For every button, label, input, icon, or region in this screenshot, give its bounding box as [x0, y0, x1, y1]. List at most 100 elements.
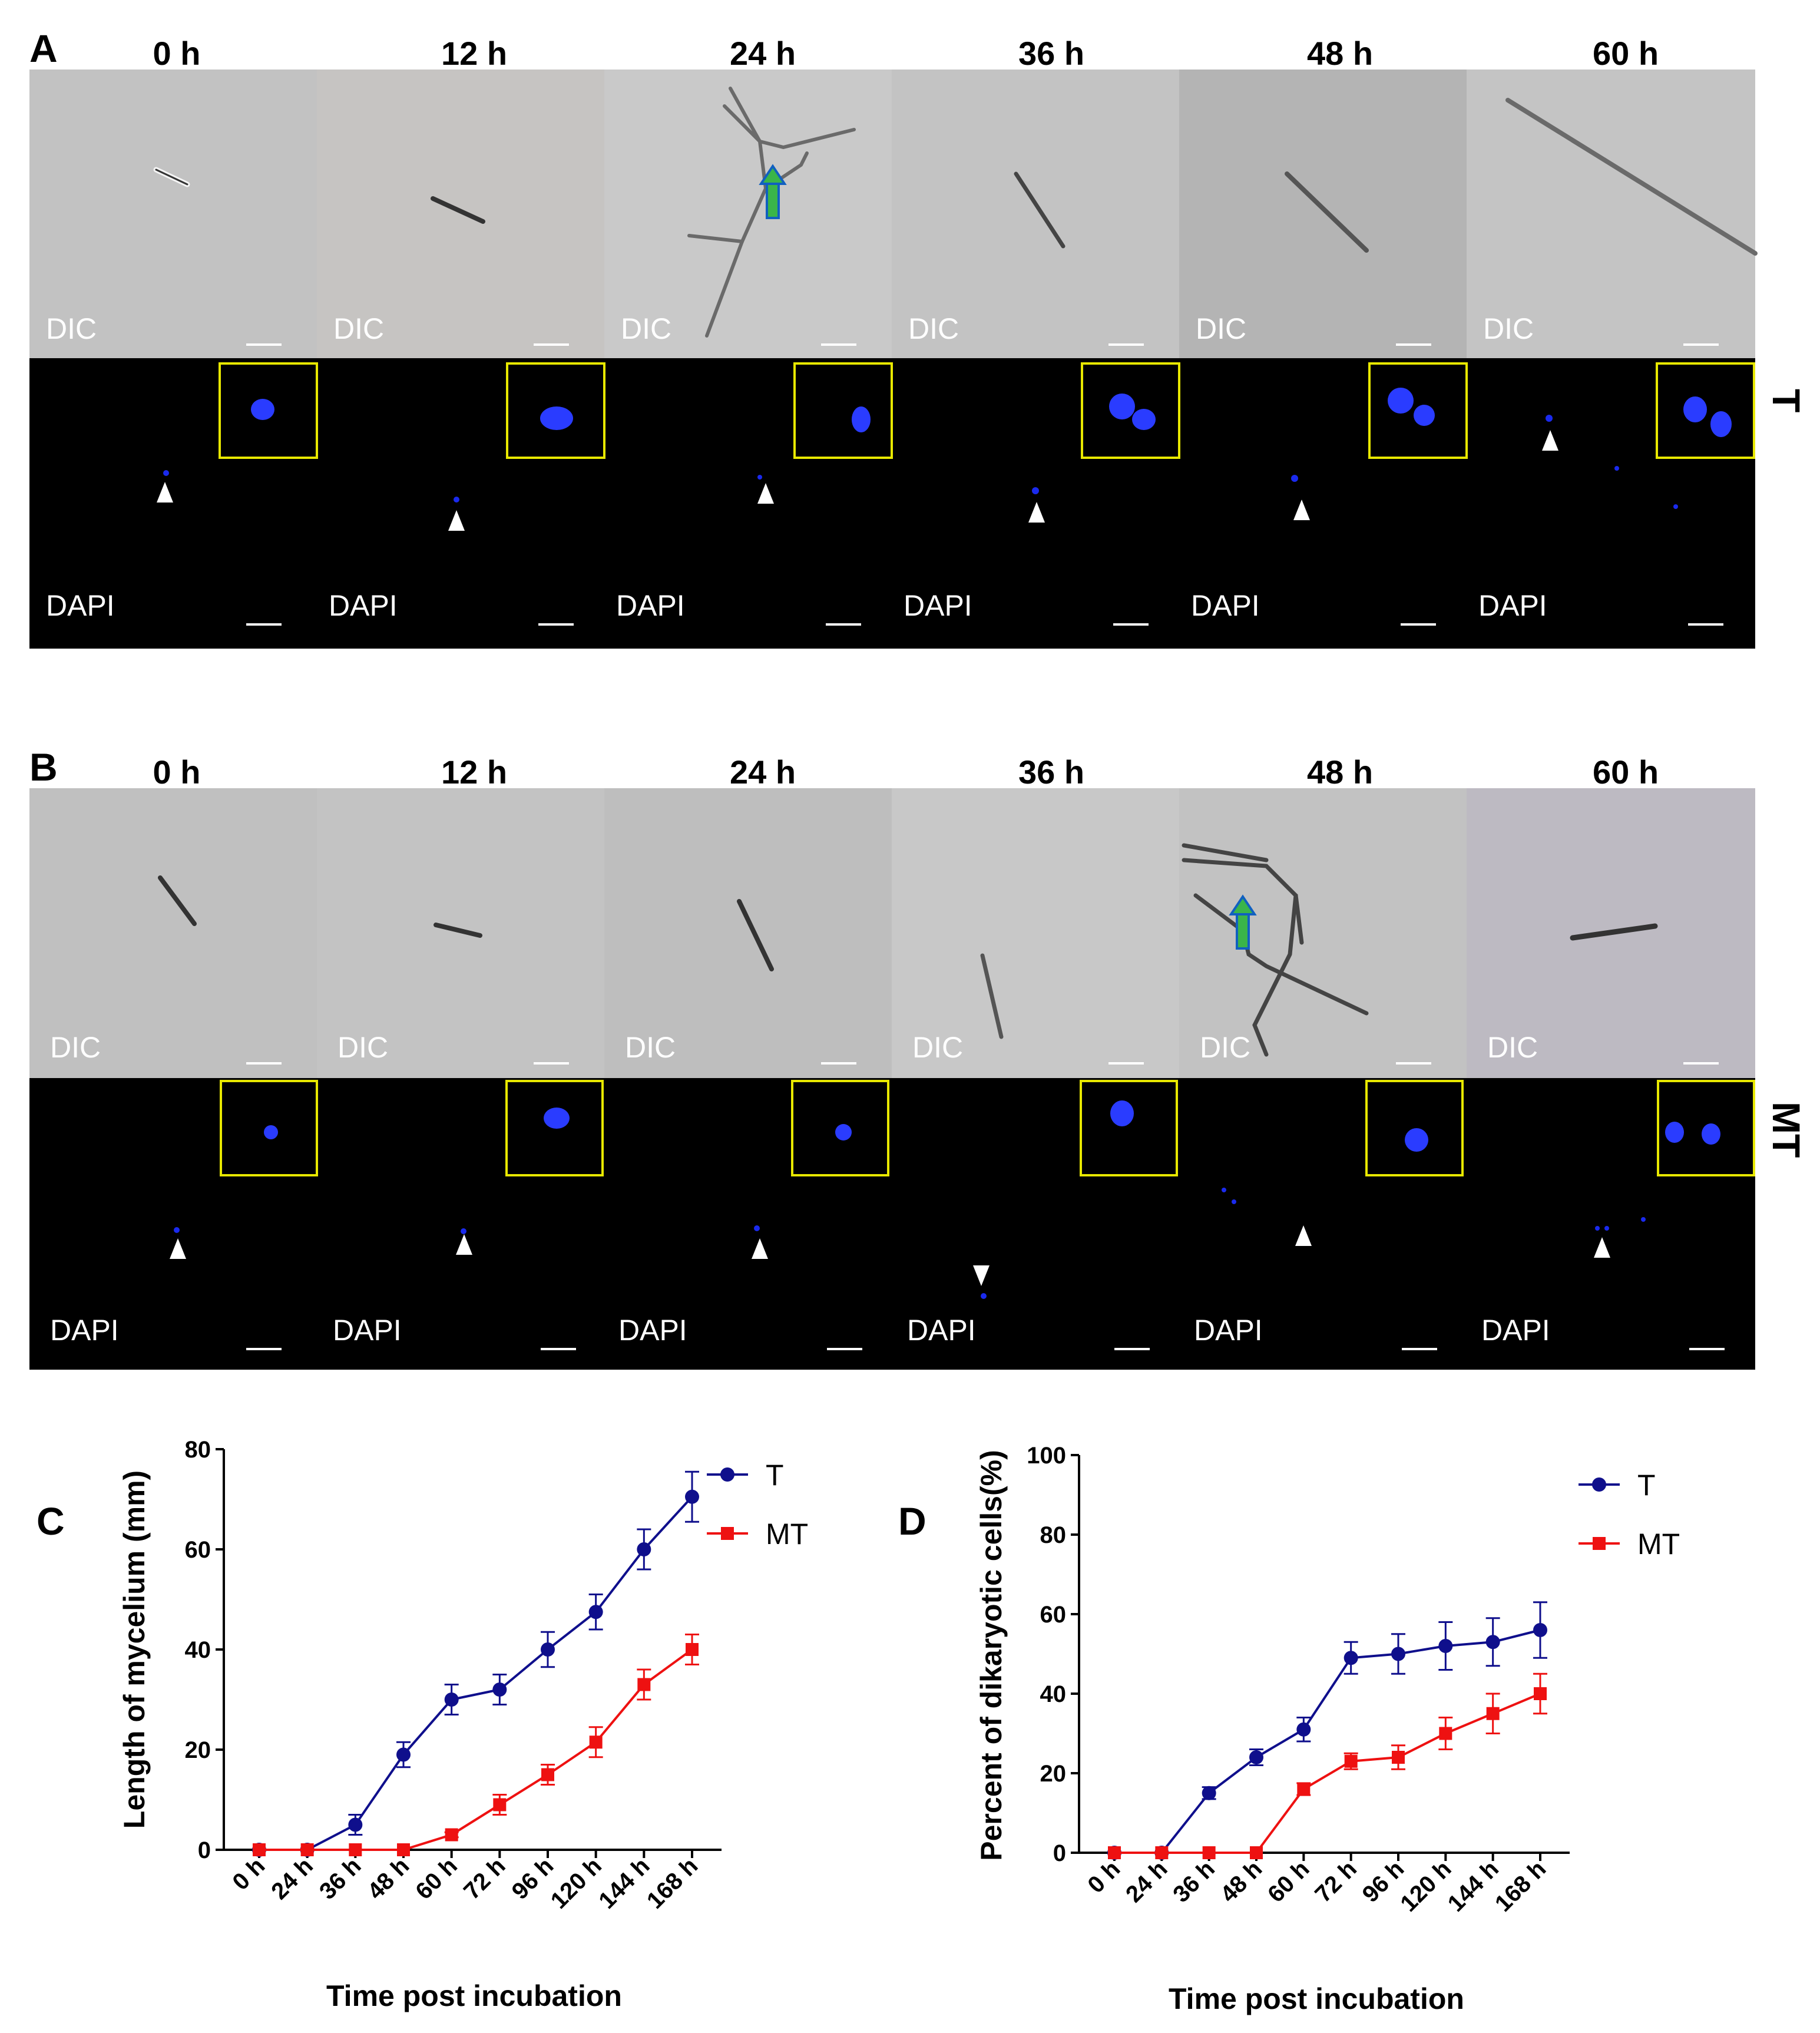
y-tick-label: 40 [1040, 1681, 1067, 1707]
dapi-label-b-3: DAPI [907, 1314, 976, 1347]
conidium-b-3 [980, 953, 1004, 1039]
dic-tile-b-2 [604, 788, 892, 1078]
chart-d-letter: D [898, 1499, 926, 1543]
arrowheads-a [157, 430, 1558, 531]
conidium-b-0 [158, 875, 197, 926]
dic-label-b-3: DIC [912, 1031, 963, 1064]
small-nuclei-a [163, 415, 1678, 509]
data-point [637, 1678, 651, 1691]
series-line-mt [1114, 1692, 1541, 1854]
panel-b-time-5: 60 h [1593, 753, 1659, 791]
small-nuclei-b [174, 1188, 1646, 1299]
data-point [1439, 1727, 1452, 1740]
panel-b-dapi-row: DAPI DAPI DAPI DAPI DAPI DAPI [29, 1078, 1755, 1370]
data-point [1533, 1623, 1547, 1637]
dic-tile-a-4 [1179, 70, 1467, 358]
panel-a-time-labels: 0 h 12 h 24 h 36 h 48 h 60 h [153, 35, 1659, 72]
data-point [541, 1642, 555, 1657]
series-line-mt [259, 1648, 693, 1851]
y-tick-label: 100 [1027, 1443, 1066, 1469]
dic-tile-a-1 [317, 70, 604, 358]
dapi-insets-a [219, 362, 1755, 459]
data-point [1344, 1754, 1358, 1768]
conidium-a-3 [1014, 171, 1065, 249]
x-tick-label: 60 h [411, 1853, 462, 1905]
dapi-label-a-2: DAPI [616, 589, 685, 622]
conidium-a-4 [1285, 171, 1369, 253]
series-line-t [1114, 1629, 1541, 1854]
data-point [1296, 1722, 1311, 1737]
legend-marker [720, 1467, 734, 1482]
legend-marker [721, 1527, 734, 1540]
data-point [1202, 1786, 1216, 1800]
panel-b-letter: B [29, 745, 58, 789]
chart-c-letter: C [37, 1499, 65, 1543]
y-tick-label: 60 [1040, 1602, 1067, 1628]
data-point [541, 1768, 554, 1781]
data-point [1250, 1846, 1263, 1859]
dic-label-b-1: DIC [337, 1031, 388, 1064]
data-point [253, 1843, 266, 1856]
y-tick-label: 20 [185, 1737, 211, 1763]
x-tick-label: 36 h [315, 1853, 366, 1905]
panel-b-time-2: 24 h [730, 753, 796, 791]
panel-a-time-5: 60 h [1593, 35, 1659, 72]
panel-b-time-labels: 0 h 12 h 24 h 36 h 48 h 60 h [153, 753, 1659, 791]
x-axis-title: Time post incubation [326, 1979, 622, 2012]
x-tick-label: 0 h [227, 1853, 270, 1895]
panel-a-time-4: 48 h [1307, 35, 1373, 72]
series-line-t [259, 1496, 693, 1851]
panel-a-time-0: 0 h [153, 35, 201, 72]
dapi-label-b-0: DAPI [50, 1314, 119, 1347]
panel-a-time-3: 36 h [1018, 35, 1084, 72]
x-tick-label: 72 h [1310, 1856, 1362, 1908]
x-tick-label: 36 h [1168, 1856, 1220, 1908]
data-point [444, 1692, 459, 1707]
data-point [1297, 1783, 1311, 1796]
dapi-label-a-3: DAPI [904, 589, 972, 622]
dapi-label-a-5: DAPI [1478, 589, 1547, 622]
series-mt: MT [1108, 1528, 1680, 1859]
legend-label: T [1637, 1469, 1656, 1502]
series-mt: MT [253, 1518, 808, 1856]
dic-tile-a-5 [1467, 70, 1755, 358]
dapi-label-a-1: DAPI [329, 589, 398, 622]
series-t: T [252, 1459, 784, 1857]
conidium-b-2 [737, 899, 774, 971]
y-tick-label: 40 [185, 1637, 211, 1663]
panel-a-letter: A [29, 27, 58, 70]
dic-label-a-2: DIC [621, 312, 671, 345]
dic-label-b-5: DIC [1487, 1031, 1538, 1064]
y-tick-label: 60 [185, 1537, 211, 1563]
dic-tile-b-3 [892, 788, 1179, 1078]
dapi-label-b-2: DAPI [618, 1314, 687, 1347]
x-axis-title: Time post incubation [1169, 1982, 1464, 2015]
y-axis-title: Length of mycelium (mm) [118, 1470, 151, 1829]
green-arrow-a-2 [759, 164, 787, 219]
y-tick-label: 0 [198, 1837, 211, 1863]
data-point [493, 1798, 507, 1811]
data-point [686, 1643, 699, 1656]
x-tick-label: 24 h [266, 1853, 318, 1905]
dic-tile-a-3 [892, 70, 1179, 358]
x-tick-label: 24 h [1121, 1856, 1173, 1908]
panel-b: B 0 h 12 h 24 h 36 h 48 h 60 h [29, 745, 1808, 1370]
legend-label: MT [766, 1518, 808, 1551]
series-t: T [1107, 1469, 1656, 1860]
dic-label-a-0: DIC [46, 312, 97, 345]
inset-nuclei-b [264, 1100, 1720, 1152]
x-tick-label: 144 h [594, 1853, 654, 1913]
panel-b-time-3: 36 h [1018, 753, 1084, 791]
dic-label-a-1: DIC [333, 312, 384, 345]
y-tick-label: 80 [1040, 1522, 1067, 1548]
x-tick-label: 48 h [1216, 1856, 1268, 1908]
panel-a: A 0 h 12 h 24 h 36 h 48 h 60 h [29, 27, 1808, 649]
hypha-a-5 [1505, 98, 1758, 256]
x-tick-label: 168 h [642, 1853, 703, 1913]
panel-a-time-1: 12 h [441, 35, 507, 72]
dapi-label-b-4: DAPI [1194, 1314, 1263, 1347]
data-point [589, 1736, 603, 1749]
data-point [1249, 1750, 1263, 1764]
